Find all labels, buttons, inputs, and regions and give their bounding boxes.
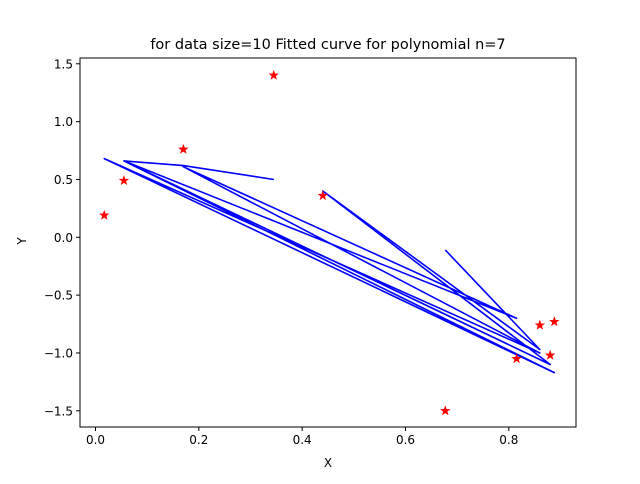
y-tick-label-0: −1.5 (44, 404, 73, 418)
data-point-star-3 (268, 69, 279, 80)
x-axis-label: X (324, 456, 332, 470)
y-tick-label-1: −1.0 (44, 346, 73, 360)
plot-area: 0.0 0.2 0.4 0.6 0.8 −1.5 −1.0 −0.5 0.0 0.5 1.0 1.5 (44, 57, 577, 447)
data-point-star-0 (99, 209, 110, 220)
data-point-star-5 (440, 405, 451, 416)
y-tick-label-6: 1.5 (54, 57, 73, 71)
data-point-star-9 (549, 316, 560, 327)
data-point-star-2 (178, 143, 189, 154)
data-point-star-1 (118, 175, 130, 186)
data-point-star-4 (317, 190, 329, 201)
x-tick-label-1: 0.2 (189, 433, 208, 447)
y-axis-label: Y (15, 237, 29, 246)
data-point-star-7 (534, 319, 546, 330)
x-tick-label-2: 0.4 (293, 433, 312, 447)
x-tick-label-4: 0.8 (499, 433, 518, 447)
chart-title: for data size=10 Fitted curve for polyno… (150, 37, 505, 53)
data-point-star-6 (511, 353, 522, 364)
axes-frame (79, 57, 577, 428)
x-tick-label-3: 0.6 (396, 433, 415, 447)
y-tick-label-4: 0.5 (54, 173, 73, 187)
y-tick-label-2: −0.5 (44, 289, 73, 303)
data-point-star-8 (544, 349, 556, 360)
y-tick-label-3: 0.0 (54, 231, 73, 245)
y-tick-label-5: 1.0 (54, 115, 73, 129)
x-tick-label-0: 0.0 (86, 433, 105, 447)
